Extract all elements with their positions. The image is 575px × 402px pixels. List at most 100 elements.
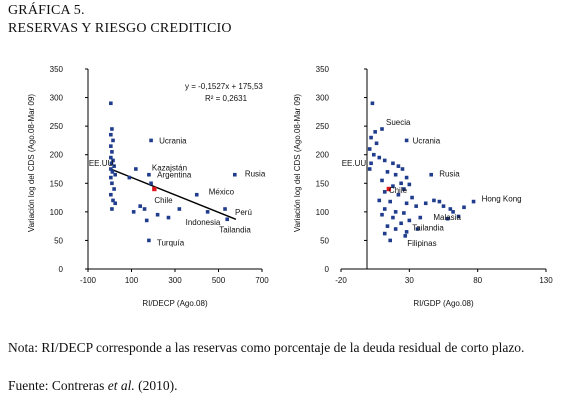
right-data-point [385, 170, 390, 174]
right-data-point [404, 175, 409, 180]
right-x-tick-label: -20 [335, 276, 347, 285]
source-italic: et al. [107, 378, 135, 393]
left-point-label: México [209, 188, 235, 197]
left-data-point [113, 201, 117, 206]
left-data-point [144, 218, 149, 223]
left-y-tick-label: 150 [50, 179, 64, 188]
left-y-axis-label: Variación log del CDS (Ago.08-Mar 09) [27, 94, 36, 232]
left-data-point [134, 167, 138, 171]
left-data-point [111, 138, 115, 143]
left-data-point [110, 150, 114, 154]
right-y-axis-label: Variación log del CDS (Ago.08-Mar 09) [293, 94, 302, 232]
right-data-point [396, 192, 401, 197]
left-point-label: Argentina [157, 170, 192, 179]
left-data-point [131, 210, 136, 214]
figure-source: Fuente: Contreras et al. (2010). [8, 376, 568, 395]
right-data-point [407, 182, 412, 187]
right-data-point [404, 230, 409, 234]
left-labeled-point [147, 172, 151, 177]
left-data-point [113, 172, 117, 177]
right-labeled-point [429, 172, 433, 177]
left-data-point [177, 207, 182, 211]
right-y-tick-label: 250 [316, 122, 330, 131]
right-data-point [396, 164, 401, 168]
left-labeled-point [149, 138, 153, 143]
right-data-point [382, 207, 387, 211]
right-y-tick-label: 100 [316, 208, 330, 217]
left-labeled-point [225, 217, 229, 222]
left-data-point [109, 144, 113, 148]
source-suffix: (2010). [134, 378, 178, 393]
right-point-label: Malasia [433, 213, 461, 222]
right-data-point [385, 224, 390, 228]
left-x-tick-label: 100 [125, 276, 139, 285]
left-data-point [112, 164, 116, 168]
left-data-point [166, 215, 171, 220]
right-data-point [402, 187, 406, 191]
left-y-tick-label: 200 [50, 151, 64, 160]
right-data-point [380, 178, 384, 183]
left-labeled-point [147, 238, 151, 243]
right-y-tick-label: 150 [316, 179, 330, 188]
right-labeled-point [418, 215, 423, 220]
right-labeled-point [448, 207, 453, 211]
right-x-tick-label: 30 [405, 276, 414, 285]
right-highlight-point [386, 186, 392, 192]
chart-ri-decp-svg: 0 50 100 150 200 250 300 350 -100 100 300 500 700 RI/… [27, 65, 269, 308]
right-x-tick-label: 80 [473, 276, 482, 285]
left-data-point [109, 132, 113, 137]
left-y-tick-label: 100 [50, 208, 64, 217]
right-point-label: Chile [389, 186, 408, 195]
left-y-tick-label: 250 [50, 122, 64, 131]
right-labeled-point [380, 127, 384, 131]
left-point-label: Chile [154, 196, 173, 205]
right-data-point [399, 221, 403, 226]
figure-number: GRÁFICA 5. [8, 3, 85, 18]
right-data-point [462, 205, 466, 210]
left-y-tick-label: 50 [54, 236, 63, 245]
left-r-squared: R² = 0,2631 [205, 94, 248, 103]
right-data-point [380, 212, 384, 217]
left-data-point [109, 175, 113, 180]
left-data-point [109, 192, 113, 197]
source-prefix: Fuente: Contreras [8, 378, 108, 393]
left-labeled-point [109, 167, 113, 171]
right-data-point [373, 130, 377, 134]
left-labeled-point [223, 207, 227, 211]
left-labeled-point [194, 192, 199, 197]
right-data-point [432, 198, 436, 203]
right-data-point [377, 198, 382, 203]
right-data-point [367, 147, 372, 151]
right-data-point [393, 210, 398, 214]
left-data-point [109, 101, 113, 106]
right-data-point [388, 238, 392, 243]
right-data-point [382, 158, 387, 163]
right-point-label: Filipinas [407, 239, 436, 248]
right-x-tick-label: 130 [539, 276, 553, 285]
right-data-point [372, 152, 376, 157]
left-labeled-point [233, 172, 237, 177]
right-data-point [391, 161, 395, 166]
right-y-tick-label: 200 [316, 151, 330, 160]
chart-ri-gdp: 0 50 100 150 200 250 300 350 -20 30 80 130 RI/GDP (A… [292, 55, 575, 322]
right-data-point [393, 227, 398, 231]
left-data-point [142, 207, 147, 211]
right-data-point [370, 101, 375, 106]
left-point-label: EE.UU. [89, 159, 116, 168]
right-y-tick-label: 350 [316, 65, 330, 74]
right-data-point [374, 141, 379, 146]
figure-title: RESERVAS Y RIESGO CREDITICIO [8, 21, 232, 36]
right-y-tick-label: 0 [325, 265, 330, 274]
left-point-label: Turquía [157, 238, 185, 247]
right-x-axis-label: RI/GDP (Ago.08) [413, 299, 474, 308]
right-data-point [410, 195, 414, 200]
right-data-point [400, 167, 405, 171]
right-point-label: Rusia [439, 170, 460, 179]
right-data-point [414, 204, 418, 208]
left-data-point [109, 161, 114, 166]
right-data-point [423, 201, 428, 206]
left-x-tick-label: 500 [212, 276, 226, 285]
left-labeled-point [149, 181, 153, 186]
left-data-point [110, 170, 115, 174]
chart-ri-gdp-svg: 0 50 100 150 200 250 300 350 -20 30 80 130 RI/GDP (A… [293, 65, 553, 308]
